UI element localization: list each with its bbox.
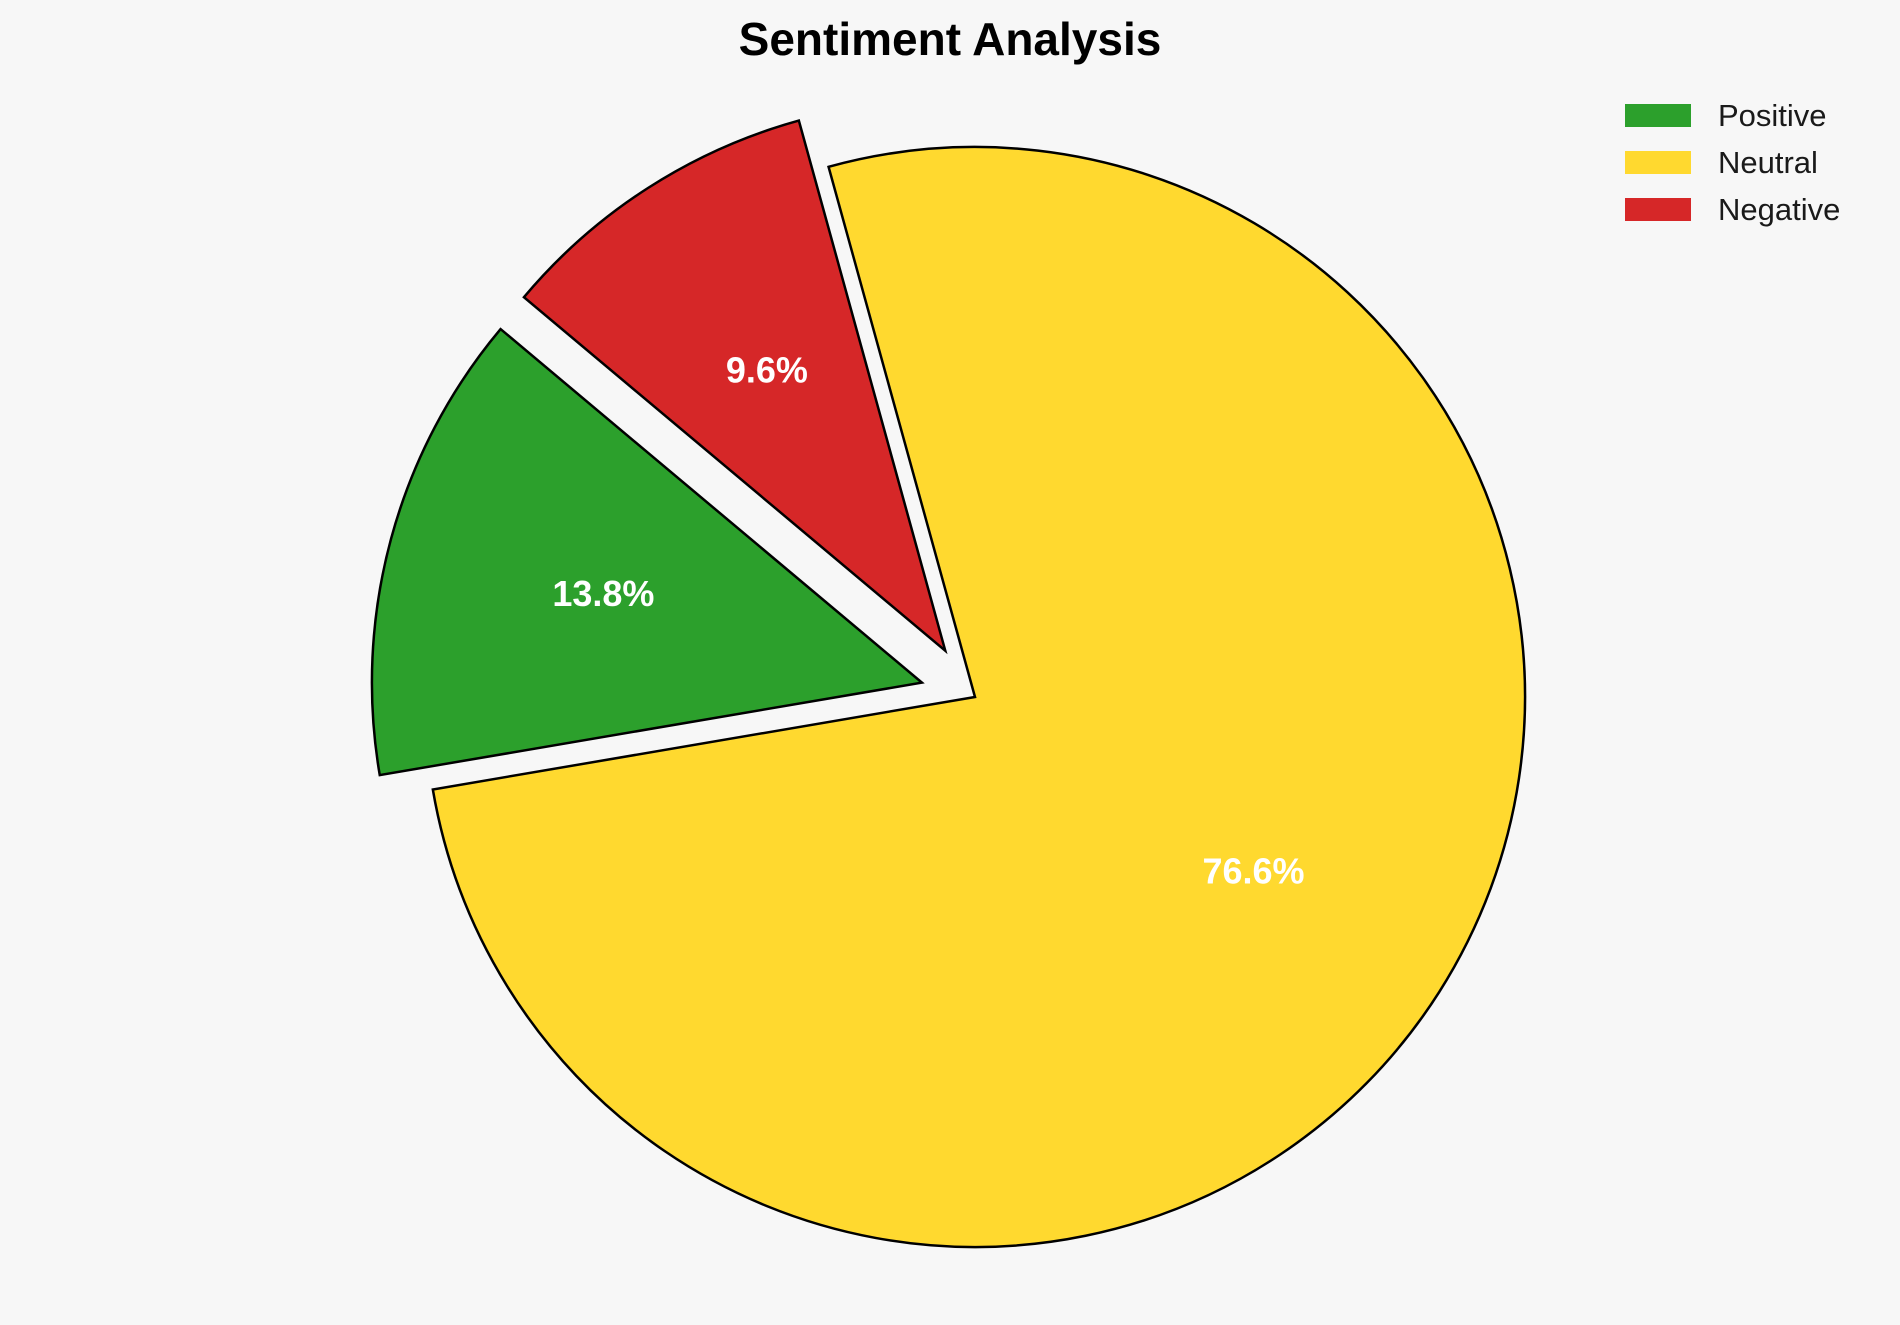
pie-slice-negative — [522, 119, 948, 655]
legend-swatch-positive — [1625, 104, 1691, 127]
legend-swatch-negative — [1625, 198, 1691, 221]
pie-slice-label-neutral: 76.6% — [1202, 851, 1304, 892]
pie-slice-positive — [370, 327, 925, 777]
legend-label-positive: Positive — [1718, 98, 1827, 133]
legend-swatch-neutral — [1625, 151, 1691, 174]
pie-slice-labels: 13.8% 76.6% 9.6% — [552, 350, 1304, 892]
pie-slice-label-negative: 9.6% — [726, 350, 808, 391]
legend-label-neutral: Neutral — [1718, 145, 1818, 180]
pie-slice-neutral — [431, 145, 1527, 1249]
pie-slices — [370, 119, 1527, 1249]
chart-title: Sentiment Analysis — [739, 13, 1162, 65]
chart-legend: Positive Neutral Negative — [1625, 98, 1840, 227]
pie-slice-label-positive: 13.8% — [552, 573, 654, 614]
legend-label-negative: Negative — [1718, 192, 1840, 227]
